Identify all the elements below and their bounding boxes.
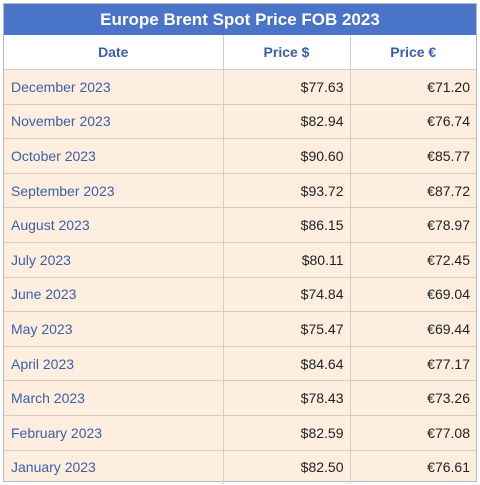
cell-date: September 2023 [4, 173, 224, 209]
cell-date: February 2023 [4, 415, 224, 451]
table-row: April 2023 $84.64 €77.17 [4, 346, 476, 382]
cell-price-eur: €72.45 [350, 242, 476, 278]
cell-date: June 2023 [4, 277, 224, 313]
cell-price-usd: $82.50 [223, 450, 351, 485]
cell-price-eur: €71.20 [350, 69, 476, 105]
column-header-date[interactable]: Date [4, 35, 224, 70]
cell-price-usd: $93.72 [223, 173, 351, 209]
cell-price-eur: €78.97 [350, 207, 476, 243]
cell-date: November 2023 [4, 104, 224, 140]
column-header-price-usd[interactable]: Price $ [223, 35, 351, 70]
cell-date: March 2023 [4, 380, 224, 416]
cell-date: May 2023 [4, 311, 224, 347]
cell-price-eur: €69.04 [350, 277, 476, 313]
cell-price-usd: $78.43 [223, 380, 351, 416]
table-row: May 2023 $75.47 €69.44 [4, 311, 476, 347]
cell-price-usd: $77.63 [223, 69, 351, 105]
table-row: September 2023 $93.72 €87.72 [4, 173, 476, 209]
cell-date: January 2023 [4, 450, 224, 485]
cell-price-eur: €76.74 [350, 104, 476, 140]
cell-date: July 2023 [4, 242, 224, 278]
cell-price-usd: $90.60 [223, 138, 351, 174]
cell-price-eur: €87.72 [350, 173, 476, 209]
table-row: October 2023 $90.60 €85.77 [4, 138, 476, 174]
cell-price-eur: €76.61 [427, 459, 470, 476]
cell-price-usd: $82.94 [223, 104, 351, 140]
cell-price-usd: $74.84 [223, 277, 351, 313]
price-table-widget: Europe Brent Spot Price FOB 2023 Date Pr… [3, 3, 477, 485]
cell-price-usd: $86.15 [223, 207, 351, 243]
cell-price-usd: $80.11 [223, 242, 351, 278]
cell-price-eur: €73.26 [350, 380, 476, 416]
cell-price-usd: $82.59 [223, 415, 351, 451]
cell-price-usd: $75.47 [223, 311, 351, 347]
header-row: Date Price $ Price € [4, 35, 476, 70]
column-header-price-eur[interactable]: Price € [350, 35, 476, 70]
table-row: August 2023 $86.15 €78.97 [4, 207, 476, 243]
table-row: February 2023 $82.59 €77.08 [4, 415, 476, 451]
cell-date: October 2023 [4, 138, 224, 174]
cell-date: December 2023 [4, 69, 224, 105]
price-table: Date Price $ Price € December 2023 $77.63… [4, 35, 476, 485]
cell-price-eur: €77.17 [350, 346, 476, 382]
table-row: March 2023 $78.43 €73.26 [4, 380, 476, 416]
cell-date: April 2023 [4, 346, 224, 382]
cell-price-eur: €69.44 [350, 311, 476, 347]
table-row: January 2023 $82.50 €76.61 [4, 450, 476, 485]
table-title: Europe Brent Spot Price FOB 2023 [4, 4, 476, 35]
table-row: June 2023 $74.84 €69.04 [4, 277, 476, 313]
table-row: July 2023 $80.11 €72.45 [4, 242, 476, 278]
cell-price-eur: €85.77 [350, 138, 476, 174]
cell-price-usd: $84.64 [223, 346, 351, 382]
cell-date: August 2023 [4, 207, 224, 243]
cell-price-eur: €77.08 [350, 415, 476, 451]
table-row: December 2023 $77.63 €71.20 [4, 69, 476, 105]
table-row: November 2023 $82.94 €76.74 [4, 104, 476, 140]
